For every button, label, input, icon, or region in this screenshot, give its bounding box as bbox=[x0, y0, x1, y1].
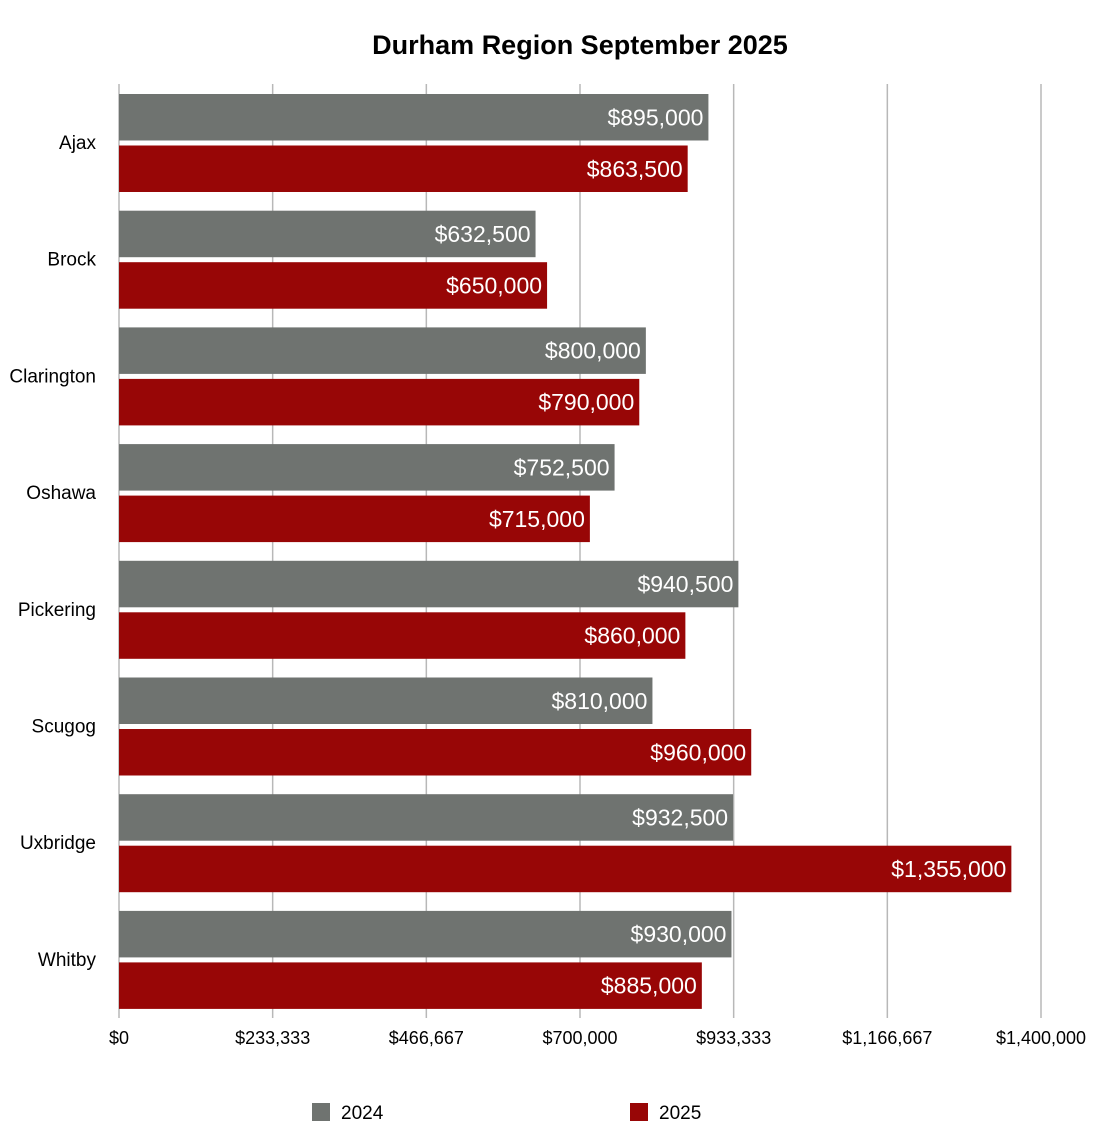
bar-2024 bbox=[119, 677, 653, 724]
bar-2024 bbox=[119, 444, 615, 491]
x-tick-label: $933,333 bbox=[696, 1028, 771, 1048]
bar-2025 bbox=[119, 145, 688, 192]
category-label: Pickering bbox=[18, 600, 96, 621]
bar-2025 bbox=[119, 262, 548, 309]
data-label: $715,000 bbox=[489, 506, 585, 532]
data-label: $895,000 bbox=[607, 104, 703, 130]
bar-2024 bbox=[119, 910, 732, 958]
category-label: Ajax bbox=[59, 133, 96, 154]
category-axis: Ajax Brock Clarington Oshawa Pickering Scugog… bbox=[9, 133, 96, 971]
data-label: $930,000 bbox=[631, 921, 727, 947]
bar-2025 bbox=[119, 378, 640, 426]
x-tick-label: $0 bbox=[109, 1028, 129, 1048]
data-label: $800,000 bbox=[545, 338, 641, 364]
data-label: $1,355,000 bbox=[891, 856, 1006, 882]
data-label: $960,000 bbox=[650, 739, 746, 765]
chart-title: Durham Region September 2025 bbox=[372, 30, 788, 60]
data-label: $940,500 bbox=[637, 571, 733, 597]
legend: 2024 2025 bbox=[312, 1103, 701, 1124]
data-label: $860,000 bbox=[584, 623, 680, 649]
category-label: Brock bbox=[47, 250, 96, 271]
data-labels: $895,000 $863,500 $632,500 $650,000 $800,000… bbox=[435, 104, 1007, 998]
bar-2024 bbox=[119, 94, 709, 141]
bars bbox=[119, 94, 1012, 1009]
legend-swatch-2025 bbox=[630, 1103, 648, 1121]
x-tick-label: $1,400,000 bbox=[996, 1028, 1086, 1048]
bar-2025 bbox=[119, 729, 752, 776]
data-label: $932,500 bbox=[632, 804, 728, 830]
category-label: Uxbridge bbox=[20, 833, 96, 854]
data-label: $885,000 bbox=[601, 973, 697, 999]
data-label: $752,500 bbox=[514, 454, 610, 480]
x-tick-label: $1,166,667 bbox=[842, 1028, 932, 1048]
data-label: $650,000 bbox=[446, 272, 542, 298]
bar-2025 bbox=[119, 612, 686, 659]
bar-2025 bbox=[119, 495, 590, 543]
data-label: $863,500 bbox=[587, 156, 683, 182]
bar-2025 bbox=[119, 962, 702, 1009]
x-tick-label: $700,000 bbox=[542, 1028, 617, 1048]
x-tick-label: $233,333 bbox=[235, 1028, 310, 1048]
bar-2024 bbox=[119, 210, 536, 258]
category-label: Clarington bbox=[9, 366, 96, 387]
legend-label: 2024 bbox=[341, 1103, 384, 1124]
x-tick-label: $466,667 bbox=[389, 1028, 464, 1048]
category-label: Whitby bbox=[38, 950, 97, 971]
value-axis: $0 $233,333 $466,667 $700,000 $933,333 $1,166… bbox=[109, 1028, 1086, 1048]
bar-2024 bbox=[119, 794, 734, 841]
bar-2024 bbox=[119, 560, 739, 608]
bar-2024 bbox=[119, 327, 646, 374]
category-label: Oshawa bbox=[26, 483, 96, 504]
data-label: $810,000 bbox=[552, 688, 648, 714]
bar-2025 bbox=[119, 845, 1012, 893]
legend-label: 2025 bbox=[659, 1103, 701, 1124]
data-label: $790,000 bbox=[538, 389, 634, 415]
data-label: $632,500 bbox=[435, 221, 531, 247]
legend-swatch-2024 bbox=[312, 1103, 330, 1121]
category-label: Scugog bbox=[32, 717, 96, 738]
